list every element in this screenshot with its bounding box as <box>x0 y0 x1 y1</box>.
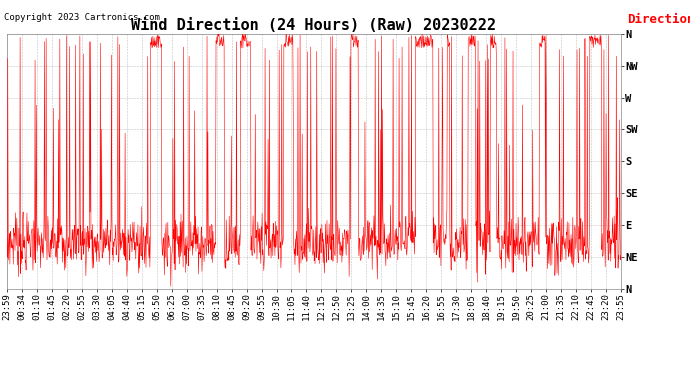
Text: Copyright 2023 Cartronics.com: Copyright 2023 Cartronics.com <box>4 13 159 22</box>
Text: Direction: Direction <box>627 13 690 26</box>
Title: Wind Direction (24 Hours) (Raw) 20230222: Wind Direction (24 Hours) (Raw) 20230222 <box>132 18 496 33</box>
